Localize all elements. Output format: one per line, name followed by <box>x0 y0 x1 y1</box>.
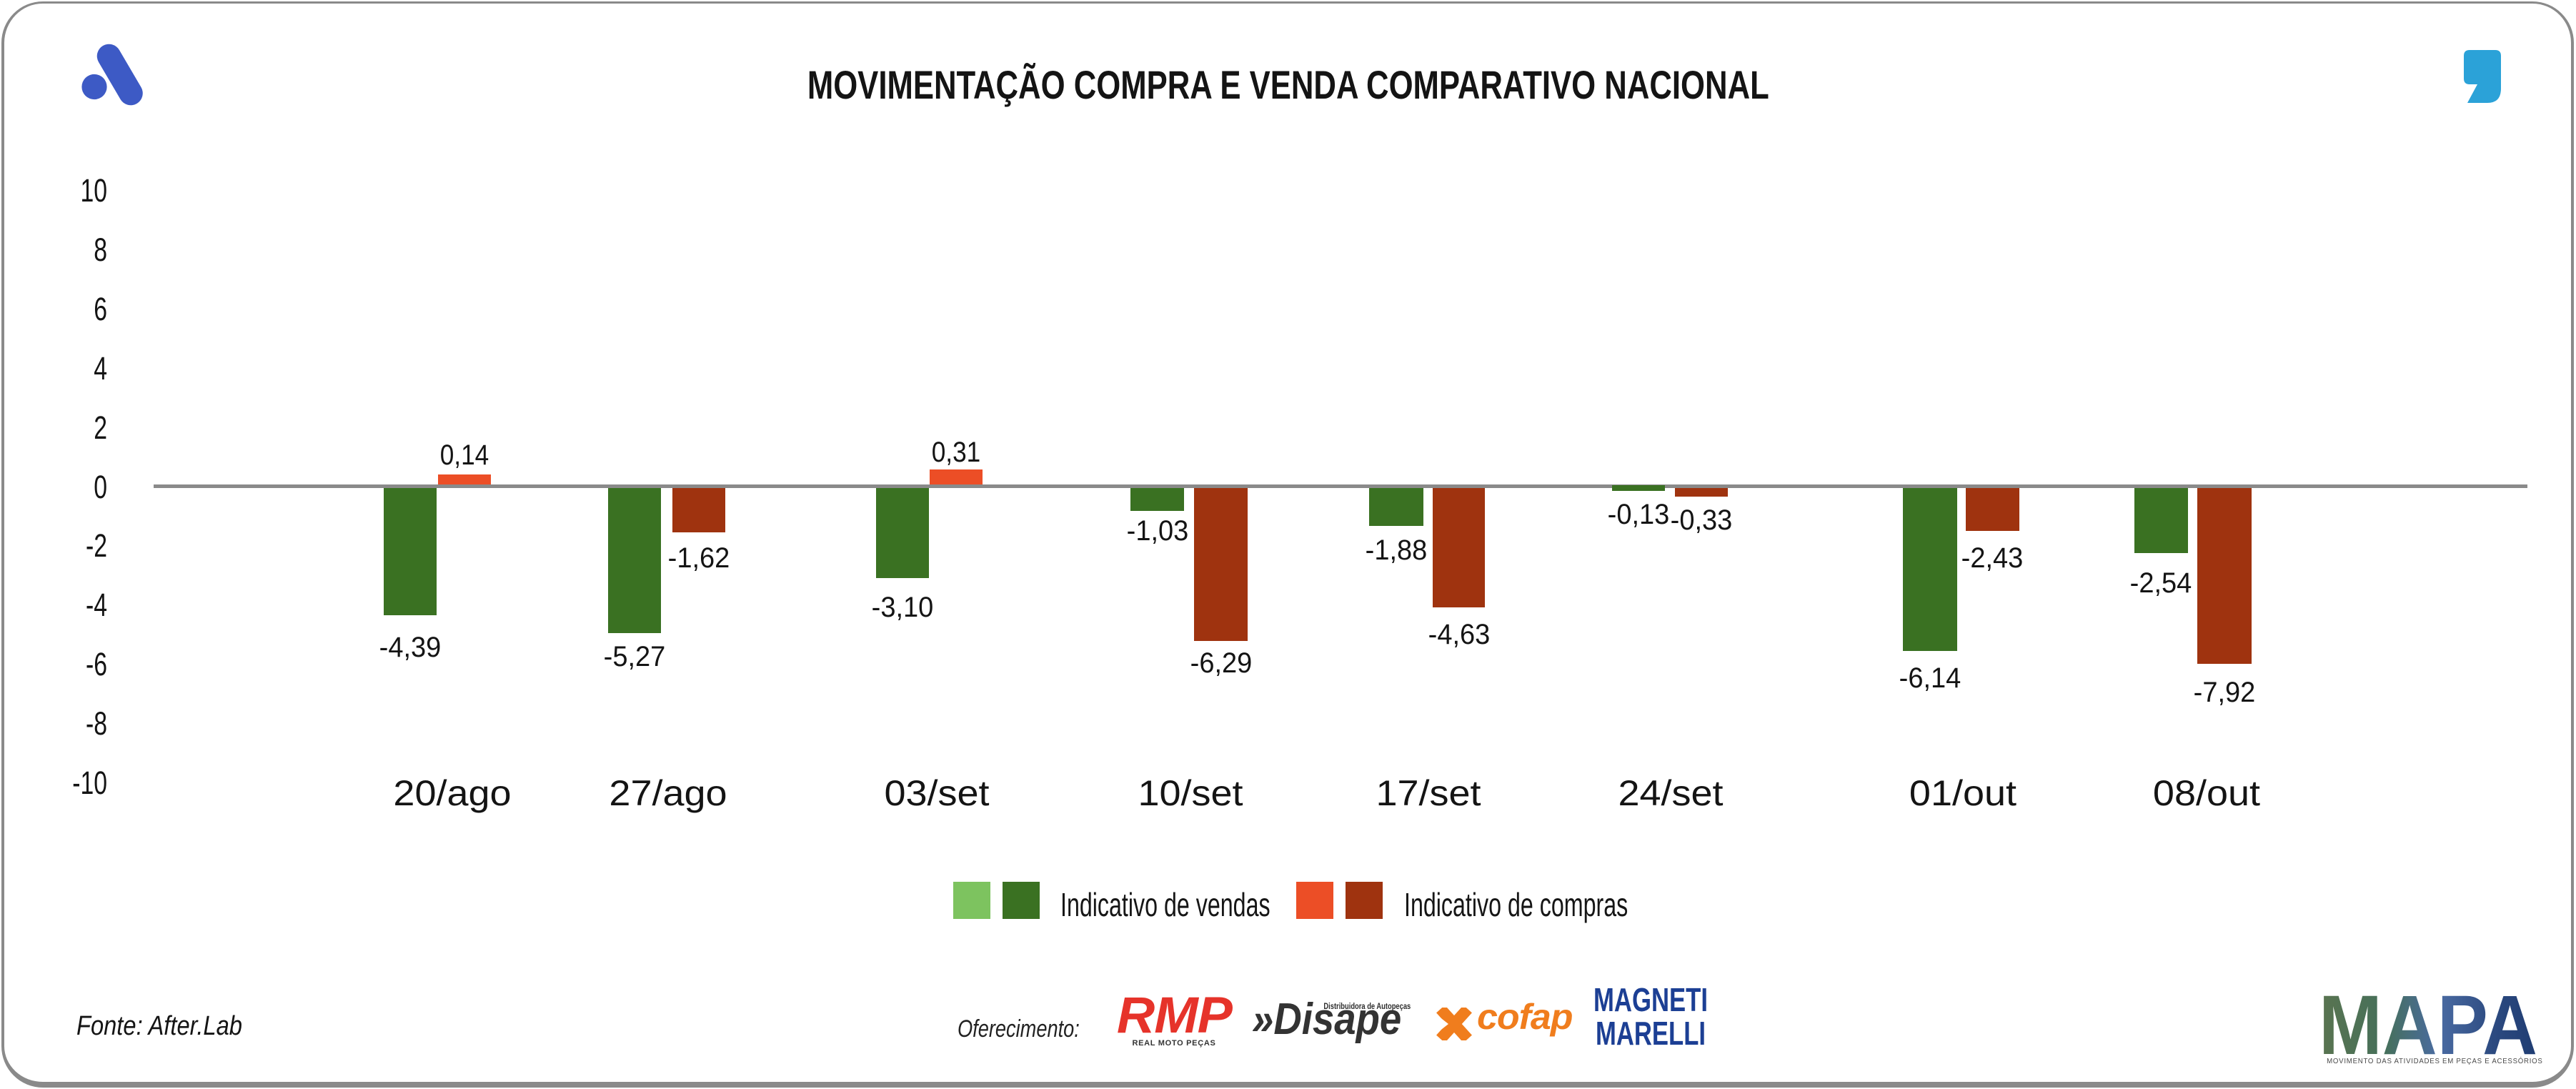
svg-text:MAPA: MAPA <box>2319 990 2537 1058</box>
svg-text:MAGNETI: MAGNETI <box>1593 985 1708 1018</box>
svg-text:MARELLI: MARELLI <box>1596 1015 1706 1050</box>
